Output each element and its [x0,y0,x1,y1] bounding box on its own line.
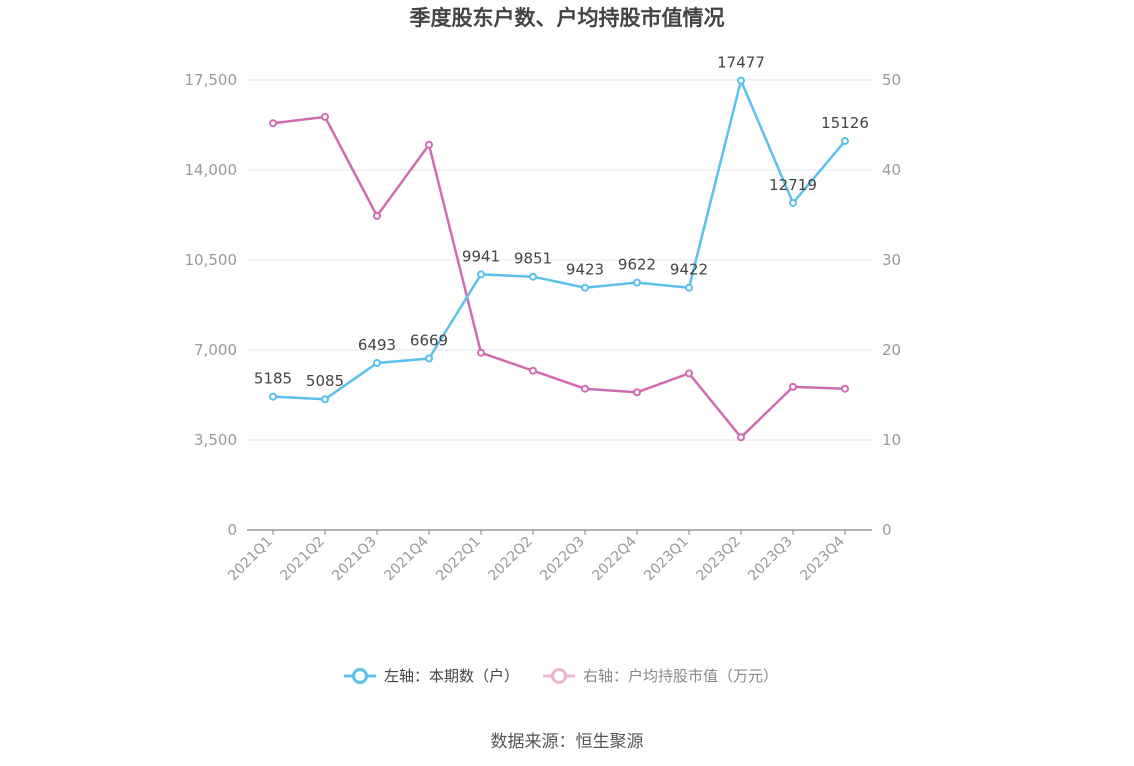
data-point[interactable] [685,369,693,378]
data-label: 9423 [566,261,604,279]
data-point[interactable] [529,366,537,375]
legend-marker-left-icon [352,668,368,684]
data-point[interactable] [477,270,485,279]
data-label: 5185 [254,370,292,388]
data-label: 6493 [358,336,396,354]
data-point[interactable] [321,395,329,404]
legend-item-right[interactable]: 右轴：户均持股市值（万元） [543,667,778,685]
data-point[interactable] [269,119,277,128]
x-tick-label: 2021Q2 [277,534,328,585]
x-tick-label: 2023Q3 [745,534,796,585]
data-point[interactable] [477,348,485,357]
x-tick-label: 2023Q2 [693,534,744,585]
data-point[interactable] [841,137,849,146]
data-point[interactable] [321,112,329,121]
data-label: 9941 [462,247,500,265]
data-point[interactable] [633,388,641,397]
data-label: 12719 [769,176,817,194]
legend: 左轴：本期数（户） 右轴：户均持股市值（万元） [344,667,778,685]
data-point[interactable] [581,384,589,393]
data-point[interactable] [789,198,797,207]
data-point[interactable] [581,283,589,292]
x-tick-label: 2022Q3 [537,534,588,585]
right-tick-label: 50 [882,71,901,89]
legend-label-right: 右轴：户均持股市值（万元） [583,667,778,685]
right-tick-label: 0 [882,521,892,539]
right-axis-ticks: 0 10 20 30 40 50 [882,71,901,539]
data-label: 6669 [410,332,448,350]
data-point[interactable] [841,384,849,393]
data-point[interactable] [633,278,641,287]
x-tick-label: 2023Q4 [797,533,848,584]
data-label: 9851 [514,250,552,268]
x-tick-label: 2021Q3 [329,534,380,585]
x-tick-label: 2022Q1 [433,534,484,585]
data-label: 9422 [670,261,708,279]
series-layer [269,76,849,442]
x-axis-ticks: 2021Q1 2021Q2 2021Q3 2021Q4 2022Q1 2022Q2 2022… [225,530,848,584]
data-point[interactable] [737,76,745,85]
data-point[interactable] [529,272,537,281]
right-tick-label: 40 [882,161,901,179]
right-tick-label: 10 [882,431,901,449]
source-note: 数据来源：恒生聚源 [491,732,644,752]
data-label: 15126 [821,114,869,132]
series-line-avg-value [272,115,846,439]
left-tick-label: 10,500 [185,251,238,269]
series-line-holders [272,79,846,401]
legend-marker-right-icon [551,668,567,684]
chart-title: 季度股东户数、户均持股市值情况 [410,6,725,30]
x-tick-label: 2023Q1 [641,534,692,585]
left-tick-label: 7,000 [194,341,237,359]
data-label: 17477 [717,54,765,72]
x-tick-label: 2021Q1 [225,534,276,585]
data-point[interactable] [373,211,381,220]
data-label: 5085 [306,372,344,390]
data-point[interactable] [737,433,745,442]
legend-label-left: 左轴：本期数（户） [384,667,519,685]
left-tick-label: 14,000 [185,161,238,179]
legend-item-left[interactable]: 左轴：本期数（户） [344,667,519,685]
left-tick-label: 17,500 [185,71,238,89]
right-tick-label: 20 [882,341,901,359]
grid [247,79,872,441]
data-labels: 5185 5085 6493 6669 9941 9851 9423 9622 9422 1747… [254,54,869,391]
data-label: 9622 [618,256,656,274]
data-point[interactable] [685,283,693,292]
x-tick-label: 2022Q2 [485,534,536,585]
left-tick-label: 3,500 [194,431,237,449]
data-point[interactable] [425,354,433,363]
right-tick-label: 30 [882,251,901,269]
x-tick-label: 2022Q4 [589,533,640,584]
x-tick-label: 2021Q4 [381,533,432,584]
left-axis-ticks: 0 3,500 7,000 10,500 14,000 17,500 [185,71,238,539]
left-tick-label: 0 [227,521,237,539]
data-point[interactable] [269,392,277,401]
data-point[interactable] [789,382,797,391]
data-point[interactable] [373,359,381,368]
data-point[interactable] [425,140,433,149]
